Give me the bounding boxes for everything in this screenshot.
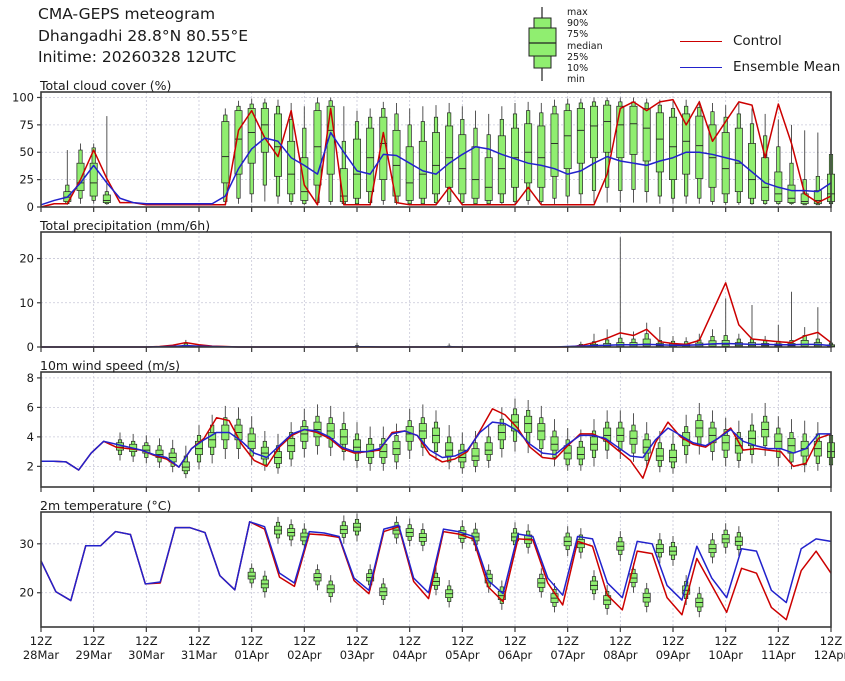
title-initime: Initime: 20260328 12UTC — [38, 48, 237, 66]
ensemble-mean-line-swatch — [680, 66, 722, 68]
svg-text:30Mar: 30Mar — [128, 648, 165, 662]
svg-text:8: 8 — [27, 371, 34, 385]
title-location: Dhangadhi 28.8°N 80.55°E — [38, 26, 249, 45]
svg-text:09Apr: 09Apr — [656, 648, 691, 662]
svg-text:08Apr: 08Apr — [603, 648, 638, 662]
svg-text:12Z: 12Z — [662, 634, 685, 648]
panel-total-precipitation: Total precipitation (mm/6h) 0 10 20 — [0, 218, 845, 353]
svg-text:4: 4 — [27, 430, 34, 444]
legend-label-median: median — [567, 40, 603, 52]
panel-title-cloud: Total cloud cover (%) — [40, 78, 172, 93]
panel-title-precip: Total precipitation (mm/6h) — [40, 218, 211, 233]
svg-text:12Z: 12Z — [556, 634, 579, 648]
svg-text:12Z: 12Z — [188, 634, 211, 648]
legend-label-min: min — [567, 74, 585, 86]
control-line-swatch — [680, 40, 722, 42]
svg-text:12Z: 12Z — [767, 634, 790, 648]
svg-text:12Z: 12Z — [714, 634, 737, 648]
svg-text:29Mar: 29Mar — [75, 648, 112, 662]
svg-text:31Mar: 31Mar — [181, 648, 218, 662]
svg-text:12Z: 12Z — [30, 634, 53, 648]
title-model: CMA-GEPS meteogram — [38, 5, 216, 23]
svg-text:12Z: 12Z — [451, 634, 474, 648]
svg-text:07Apr: 07Apr — [550, 648, 585, 662]
header-block: CMA-GEPS meteogram Dhangadhi 28.8°N 80.5… — [38, 4, 248, 69]
legend-control-label: Control — [733, 33, 782, 49]
svg-text:100: 100 — [12, 90, 34, 104]
svg-text:12Z: 12Z — [398, 634, 421, 648]
legend-label-p10: 10% — [567, 63, 589, 75]
svg-text:10: 10 — [19, 296, 34, 310]
legend-label-max: max — [567, 7, 588, 18]
svg-text:75: 75 — [19, 118, 34, 132]
panel-wind-speed: 10m wind speed (m/s) 2 4 6 8 — [0, 358, 845, 493]
svg-text:6: 6 — [27, 400, 34, 414]
svg-text:12Z: 12Z — [240, 634, 263, 648]
svg-text:12Apr: 12Apr — [814, 648, 845, 662]
legend-item-control: Control — [680, 28, 840, 54]
legend: max 90% 75% median 25% 10% min Control E… — [520, 2, 845, 88]
svg-text:20: 20 — [19, 252, 34, 266]
legend-series-list: Control Ensemble Mean — [680, 28, 840, 80]
svg-text:25: 25 — [19, 173, 34, 187]
svg-text:12Z: 12Z — [820, 634, 843, 648]
legend-label-p75: 75% — [567, 29, 589, 41]
legend-label-p25: 25% — [567, 51, 589, 63]
legend-box-glyph — [528, 7, 557, 81]
svg-text:11Apr: 11Apr — [761, 648, 796, 662]
svg-text:0: 0 — [27, 200, 34, 213]
svg-text:02Apr: 02Apr — [287, 648, 322, 662]
svg-text:30: 30 — [19, 537, 34, 551]
svg-text:2: 2 — [27, 459, 34, 473]
legend-item-ensemble-mean: Ensemble Mean — [680, 54, 840, 80]
panel-temperature: 2m temperature (°C) 20 30 12Z 28Mar 12Z 29Mar… — [0, 498, 845, 681]
panel-title-wind: 10m wind speed (m/s) — [40, 358, 180, 373]
svg-text:05Apr: 05Apr — [445, 648, 480, 662]
chart-wind-speed: 2 4 6 8 — [27, 371, 835, 492]
svg-text:12Z: 12Z — [346, 634, 369, 648]
chart-temperature: 203012Z28Mar12Z29Mar12Z30Mar12Z31Mar12Z0… — [19, 511, 845, 662]
legend-ensemble-mean-label: Ensemble Mean — [733, 59, 841, 75]
svg-text:12Z: 12Z — [609, 634, 632, 648]
svg-text:28Mar: 28Mar — [23, 648, 60, 662]
svg-text:10Apr: 10Apr — [708, 648, 743, 662]
svg-text:12Z: 12Z — [504, 634, 527, 648]
svg-text:12Z: 12Z — [82, 634, 105, 648]
legend-box-labels: max 90% 75% median 25% 10% min — [567, 7, 603, 85]
legend-label-p90: 90% — [567, 18, 589, 30]
svg-text:04Apr: 04Apr — [392, 648, 427, 662]
svg-text:06Apr: 06Apr — [498, 648, 533, 662]
svg-text:12Z: 12Z — [293, 634, 316, 648]
svg-text:12Z: 12Z — [135, 634, 158, 648]
svg-text:01Apr: 01Apr — [234, 648, 269, 662]
chart-precipitation: 0 10 20 — [19, 231, 835, 353]
svg-text:20: 20 — [19, 586, 34, 600]
svg-text:03Apr: 03Apr — [340, 648, 375, 662]
svg-text:0: 0 — [27, 340, 34, 353]
svg-text:50: 50 — [19, 145, 34, 159]
chart-cloud-cover: 0 25 50 75 100 — [12, 90, 835, 213]
panel-total-cloud-cover: Total cloud cover (%) 0 25 50 75 100 — [0, 78, 845, 213]
panel-title-temp: 2m temperature (°C) — [40, 498, 172, 513]
